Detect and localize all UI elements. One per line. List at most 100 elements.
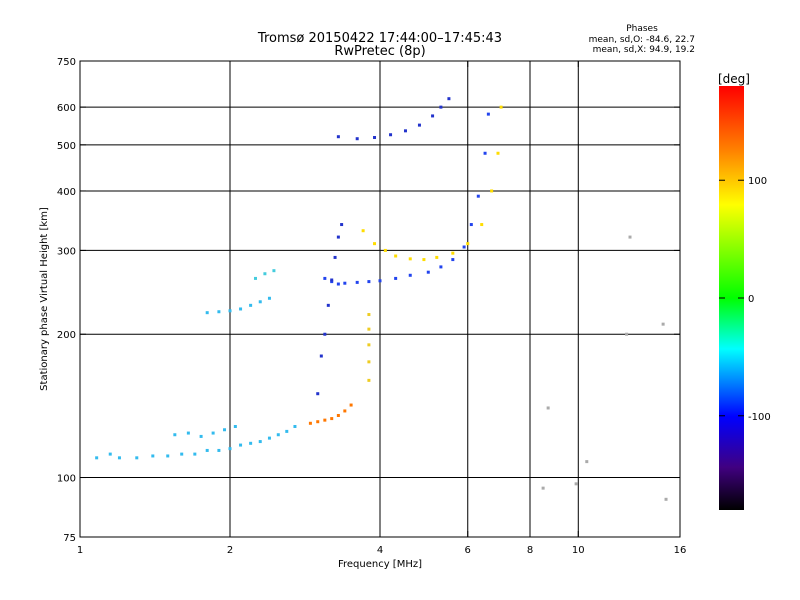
scatter-point	[228, 447, 232, 451]
y-tick-label: 750	[57, 57, 76, 68]
scatter-point	[316, 392, 320, 396]
scatter-point	[330, 417, 334, 421]
scatter-point	[417, 123, 421, 127]
colorbar-tick-label: 100	[748, 176, 767, 187]
scatter-point	[336, 282, 340, 286]
x-tick-label: 6	[465, 545, 471, 556]
x-tick-label: 10	[572, 545, 585, 556]
scatter-point	[258, 300, 262, 304]
scatter-point	[574, 482, 578, 486]
scatter-point	[394, 254, 398, 258]
scatter-point	[253, 276, 257, 280]
scatter-point	[316, 420, 320, 424]
scatter-point	[469, 223, 473, 227]
colorbar-ticks: 100 0 -100	[719, 176, 771, 423]
scatter-point	[323, 418, 327, 422]
scatter-point	[95, 456, 99, 460]
scatter-point	[439, 105, 443, 109]
y-tick-label: 300	[57, 246, 76, 257]
scatter-point	[367, 280, 371, 284]
scatter-point	[408, 273, 412, 277]
scatter-point	[422, 258, 426, 262]
scatter-point	[166, 454, 170, 458]
colorbar-tick-label: 0	[748, 294, 754, 305]
scatter-point	[546, 406, 550, 410]
chart-subtitle: RwPretec (8p)	[334, 44, 425, 59]
scatter-point	[486, 112, 490, 116]
stats-x-line: mean, sd,X: 94.9, 19.2	[593, 45, 695, 55]
scatter-point	[205, 448, 209, 452]
scatter-point	[661, 322, 665, 326]
stats-o-line: mean, sd,O: -84.6, 22.7	[589, 35, 695, 45]
scatter-point	[541, 486, 545, 490]
scatter-point	[151, 454, 155, 458]
axis-ticks	[79, 60, 681, 538]
x-axis-label: Frequency [MHz]	[338, 559, 422, 570]
scatter-point	[336, 413, 340, 417]
scatter-point	[367, 343, 371, 347]
scatter-point	[355, 137, 359, 141]
scatter-point	[180, 452, 184, 456]
scatter-point	[249, 441, 253, 445]
scatter-point	[217, 448, 221, 452]
scatter-point	[117, 456, 121, 460]
scatter-point	[276, 433, 280, 437]
scatter-point	[462, 245, 466, 249]
scatter-point	[263, 272, 267, 276]
scatter-point	[373, 242, 377, 246]
scatter-point	[272, 269, 276, 273]
y-axis-label: Stationary phase Virtual Height [km]	[39, 207, 50, 391]
scatter-point	[490, 189, 494, 193]
scatter-point	[267, 296, 271, 300]
scatter-point	[258, 440, 262, 444]
scatter-point	[373, 136, 377, 140]
scatter-point	[447, 97, 451, 101]
scatter-point	[408, 257, 412, 261]
scatter-point	[628, 235, 632, 239]
y-axis-tick-labels: 75 100 200 300 400 500 600 750	[57, 57, 76, 544]
scatter-point	[355, 280, 359, 284]
scatter-point	[426, 270, 430, 274]
scatter-point	[293, 424, 297, 428]
scatter-point	[466, 242, 470, 246]
scatter-point	[451, 251, 455, 255]
scatter-point	[343, 409, 347, 413]
scatter-point	[267, 436, 271, 440]
scatter-point	[585, 460, 589, 464]
scatter-point	[205, 311, 209, 315]
grid-lines	[80, 61, 680, 537]
scatter-point	[233, 424, 237, 428]
scatter-point	[173, 433, 177, 437]
scatter-point	[383, 248, 387, 252]
scatter-point	[496, 151, 500, 155]
y-tick-label: 75	[63, 533, 76, 544]
scatter-point	[135, 456, 139, 460]
scatter-point	[367, 378, 371, 382]
scatter-point	[367, 360, 371, 364]
scatter-point	[451, 258, 455, 262]
scatter-point	[336, 235, 340, 239]
scatter-point	[340, 223, 344, 227]
scatter-point	[249, 303, 253, 307]
scatter-point	[199, 434, 203, 438]
y-tick-label: 600	[57, 103, 76, 114]
scatter-point	[367, 327, 371, 331]
scatter-point	[223, 428, 227, 432]
scatter-point	[361, 229, 365, 233]
scatter-point	[394, 276, 398, 280]
scatter-point	[239, 307, 243, 311]
scatter-points	[95, 97, 668, 501]
scatter-point	[326, 303, 330, 307]
x-tick-label: 2	[227, 545, 233, 556]
scatter-point	[330, 280, 334, 284]
scatter-point	[439, 265, 443, 269]
scatter-point	[108, 452, 112, 456]
scatter-point	[239, 443, 243, 447]
y-tick-label: 500	[57, 141, 76, 152]
x-tick-label: 16	[674, 545, 687, 556]
colorbar-tick-label: -100	[748, 412, 771, 423]
scatter-point	[625, 332, 629, 336]
scatter-point	[476, 194, 480, 198]
scatter-point	[308, 421, 312, 425]
